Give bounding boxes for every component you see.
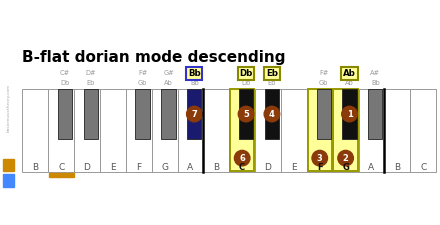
Text: Ab: Ab xyxy=(345,80,354,86)
Bar xyxy=(333,89,359,172)
Text: basicmusictheory.com: basicmusictheory.com xyxy=(6,84,11,132)
Text: Db: Db xyxy=(242,80,251,86)
Circle shape xyxy=(312,150,327,166)
Bar xyxy=(203,89,229,172)
Bar xyxy=(187,89,202,139)
Circle shape xyxy=(342,106,357,122)
Text: Eb: Eb xyxy=(268,80,276,86)
Text: A: A xyxy=(187,163,194,172)
Bar xyxy=(230,89,254,171)
Bar xyxy=(307,89,333,172)
Text: C: C xyxy=(420,163,426,172)
Text: G: G xyxy=(161,163,168,172)
Text: D: D xyxy=(264,163,271,172)
Text: Bb: Bb xyxy=(188,69,201,78)
Text: G#: G# xyxy=(163,70,174,76)
Bar xyxy=(126,89,152,172)
Bar xyxy=(136,89,150,139)
Bar xyxy=(3,174,14,187)
Text: Ab: Ab xyxy=(343,69,356,78)
Text: A: A xyxy=(368,163,374,172)
Text: 2: 2 xyxy=(343,154,348,163)
Bar xyxy=(74,89,100,172)
Text: A#: A# xyxy=(370,70,380,76)
Circle shape xyxy=(187,106,202,122)
Bar xyxy=(239,89,253,139)
Text: F#: F# xyxy=(138,70,147,76)
Text: D: D xyxy=(84,163,91,172)
Bar xyxy=(265,89,279,139)
Text: Bb: Bb xyxy=(371,80,380,86)
Text: 7: 7 xyxy=(191,110,197,119)
Circle shape xyxy=(235,150,250,166)
Text: F#: F# xyxy=(319,70,328,76)
Bar xyxy=(229,89,255,172)
Bar xyxy=(186,67,202,80)
Bar xyxy=(48,89,74,172)
Text: E: E xyxy=(291,163,297,172)
Bar xyxy=(341,67,358,80)
Text: F: F xyxy=(136,163,141,172)
Text: 4: 4 xyxy=(269,110,275,119)
Text: C: C xyxy=(58,163,64,172)
Text: Gb: Gb xyxy=(138,80,147,86)
Text: Eb: Eb xyxy=(266,69,278,78)
Text: Db: Db xyxy=(239,69,253,78)
Text: Gb: Gb xyxy=(319,80,328,86)
Bar xyxy=(281,89,307,172)
Bar xyxy=(49,173,73,177)
Circle shape xyxy=(264,106,280,122)
Bar xyxy=(238,67,254,80)
Circle shape xyxy=(338,150,353,166)
Bar xyxy=(22,89,48,172)
Bar xyxy=(152,89,177,172)
Text: G: G xyxy=(342,164,349,173)
Bar xyxy=(410,89,436,172)
Bar xyxy=(177,89,203,172)
Bar xyxy=(334,89,358,171)
Bar xyxy=(264,67,280,80)
Text: E: E xyxy=(110,163,116,172)
Bar xyxy=(3,159,14,171)
Text: Ab: Ab xyxy=(164,80,173,86)
Bar xyxy=(255,89,281,172)
Text: F: F xyxy=(317,164,323,173)
Bar xyxy=(161,89,176,139)
Text: 3: 3 xyxy=(317,154,323,163)
Text: Bb: Bb xyxy=(190,80,199,86)
Bar xyxy=(58,89,72,139)
Text: B: B xyxy=(394,163,400,172)
Text: B: B xyxy=(213,163,220,172)
Text: B-flat dorian mode descending: B-flat dorian mode descending xyxy=(22,50,286,65)
Circle shape xyxy=(238,106,254,122)
Text: Eb: Eb xyxy=(87,80,95,86)
Bar xyxy=(308,89,332,171)
Text: D#: D# xyxy=(86,70,96,76)
Bar xyxy=(100,89,126,172)
Text: 1: 1 xyxy=(347,110,352,119)
Bar xyxy=(84,89,98,139)
Text: B: B xyxy=(32,163,38,172)
Bar xyxy=(316,89,331,139)
Text: 5: 5 xyxy=(243,110,249,119)
Bar xyxy=(385,89,410,172)
Bar xyxy=(359,89,385,172)
Bar xyxy=(368,89,382,139)
Text: 6: 6 xyxy=(239,154,245,163)
Text: C: C xyxy=(239,164,245,173)
Bar xyxy=(342,89,356,139)
Text: Db: Db xyxy=(60,80,70,86)
Text: C#: C# xyxy=(60,70,70,76)
